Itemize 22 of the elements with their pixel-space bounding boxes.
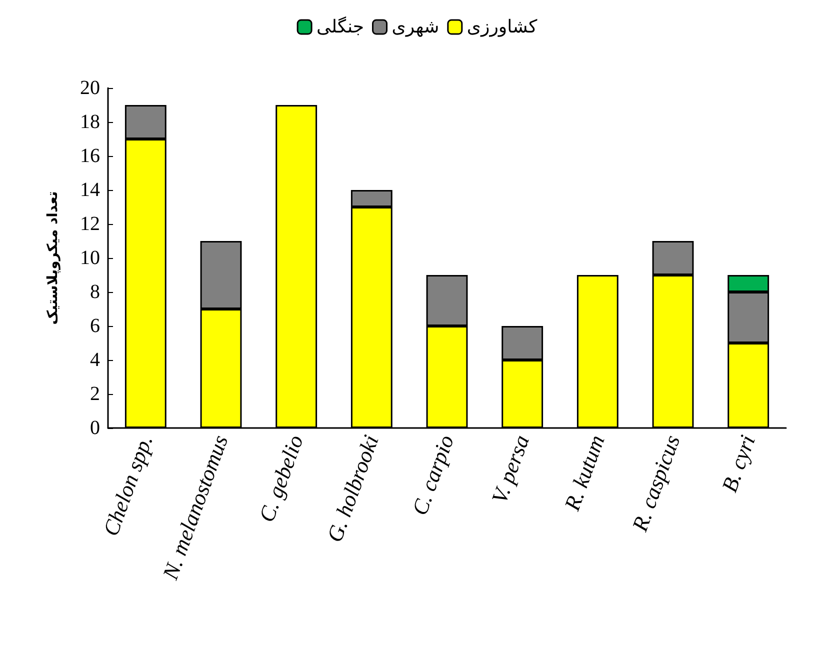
y-tick-label: 12 [80,213,100,235]
y-tick-label: 8 [90,281,100,303]
x-tick-label: Chelon spp. [98,432,158,540]
y-tick-label: 4 [90,349,100,371]
legend-label: جنگلی [316,16,364,38]
x-tick-label: V. persa [486,432,534,507]
x-tick-label: R. kutum [558,432,610,515]
y-tick-label: 2 [90,383,100,405]
y-axis-title: تعداد میکروپلاستیک [45,191,61,325]
y-tick-label: 6 [90,315,100,337]
y-tick-label: 14 [80,179,100,201]
x-tick-label: C. carpio [406,432,459,518]
y-tick-label: 10 [80,247,100,269]
legend-label: شهری [392,16,440,38]
x-tick-label: C. gebelio [254,432,308,526]
y-tick-label: 20 [80,77,100,99]
y-tick-label: 0 [90,417,100,439]
x-tick-label: R. caspicus [626,432,685,536]
y-tick-label: 16 [80,145,100,167]
legend-label: کشاورزی [466,16,538,38]
x-tick-label: B. cyri [716,432,760,496]
y-tick-label: 18 [80,111,100,133]
